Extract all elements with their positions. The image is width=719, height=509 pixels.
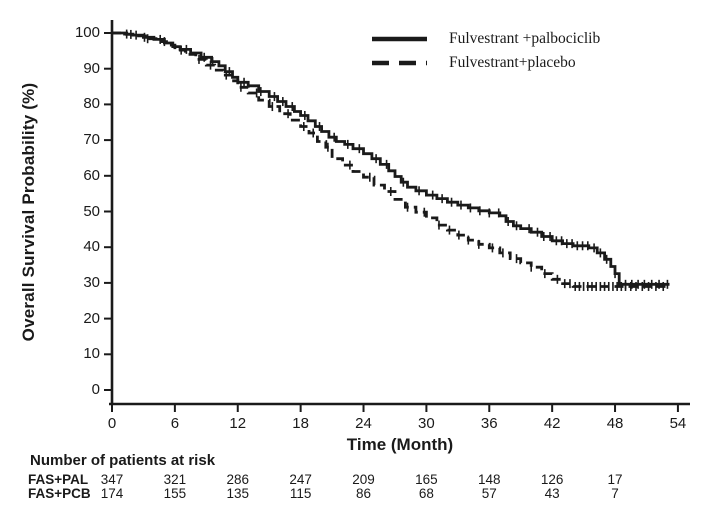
at-risk-count: 148	[478, 472, 501, 487]
legend-label-placebo: Fulvestrant+placebo	[449, 54, 576, 71]
x-axis-title: Time (Month)	[346, 435, 454, 454]
at-risk-count: 43	[544, 486, 560, 501]
x-tick-label: 12	[229, 415, 247, 432]
legend-label-palbociclib: Fulvestrant +palbociclib	[449, 30, 601, 47]
x-tick-label: 30	[418, 415, 435, 432]
at-risk-count: 68	[418, 486, 434, 501]
y-tick-label: 10	[83, 345, 100, 363]
y-axis-title: Overall Survival Probability (%)	[19, 82, 38, 342]
at-risk-count: 126	[540, 472, 564, 487]
x-tick-label: 48	[606, 415, 624, 432]
x-tick-label: 0	[107, 415, 117, 432]
at-risk-count: 155	[163, 486, 187, 501]
axis-lines	[109, 20, 690, 406]
at-risk-count: 115	[289, 486, 312, 501]
at-risk-count: 7	[611, 486, 619, 501]
at-risk-count: 247	[289, 472, 312, 487]
at-risk-count: 209	[352, 472, 375, 487]
at-risk-count: 286	[226, 472, 250, 487]
at-risk-count: 86	[356, 486, 372, 501]
y-tick-label: 0	[91, 381, 100, 398]
y-tick-label: 30	[83, 273, 100, 291]
at-risk-count: 17	[607, 472, 623, 487]
x-tick-label: 18	[292, 415, 309, 432]
x-tick-label: 24	[355, 415, 372, 432]
x-tick-label: 42	[543, 415, 561, 432]
y-tick-label: 50	[83, 202, 100, 220]
at-risk-count: 321	[163, 472, 187, 487]
at-risk-count: 135	[226, 486, 250, 501]
y-tick-label: 80	[83, 95, 100, 113]
at-risk-row-label-pcb: FAS+PCB	[28, 486, 91, 501]
at-risk-count: 57	[481, 486, 497, 501]
y-tick-label: 90	[83, 59, 100, 77]
x-tick-label: 6	[170, 415, 180, 432]
y-tick-label: 40	[83, 238, 100, 256]
km-curve-solid	[112, 31, 670, 286]
at-risk-count: 174	[100, 486, 124, 501]
y-tick-label: 100	[74, 24, 100, 41]
x-tick-label: 36	[480, 415, 498, 432]
x-tick-label: 54	[669, 415, 687, 432]
y-tick-label: 70	[83, 131, 100, 149]
km-curve-dashed	[112, 31, 670, 288]
y-tick-label: 20	[83, 309, 100, 327]
at-risk-count: 165	[415, 472, 438, 487]
y-tick-label: 60	[83, 166, 100, 184]
at-risk-row-label-pal: FAS+PAL	[28, 472, 89, 487]
at-risk-header: Number of patients at risk	[30, 452, 216, 469]
at-risk-count: 347	[100, 472, 124, 487]
